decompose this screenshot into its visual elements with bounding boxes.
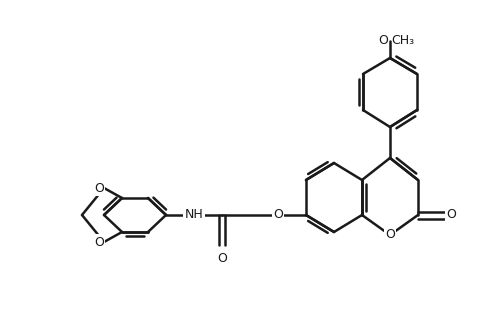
Text: CH₃: CH₃ [392,35,415,47]
Text: O: O [94,182,104,194]
Text: O: O [378,35,388,47]
Text: O: O [94,236,104,248]
Text: O: O [273,209,283,221]
Text: NH: NH [185,208,203,220]
Text: O: O [217,252,227,265]
Text: O: O [385,229,395,241]
Text: O: O [446,209,456,221]
